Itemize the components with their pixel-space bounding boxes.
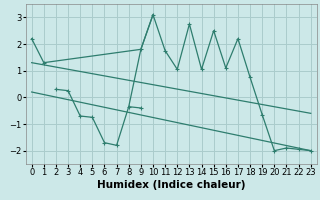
X-axis label: Humidex (Indice chaleur): Humidex (Indice chaleur) — [97, 180, 245, 190]
